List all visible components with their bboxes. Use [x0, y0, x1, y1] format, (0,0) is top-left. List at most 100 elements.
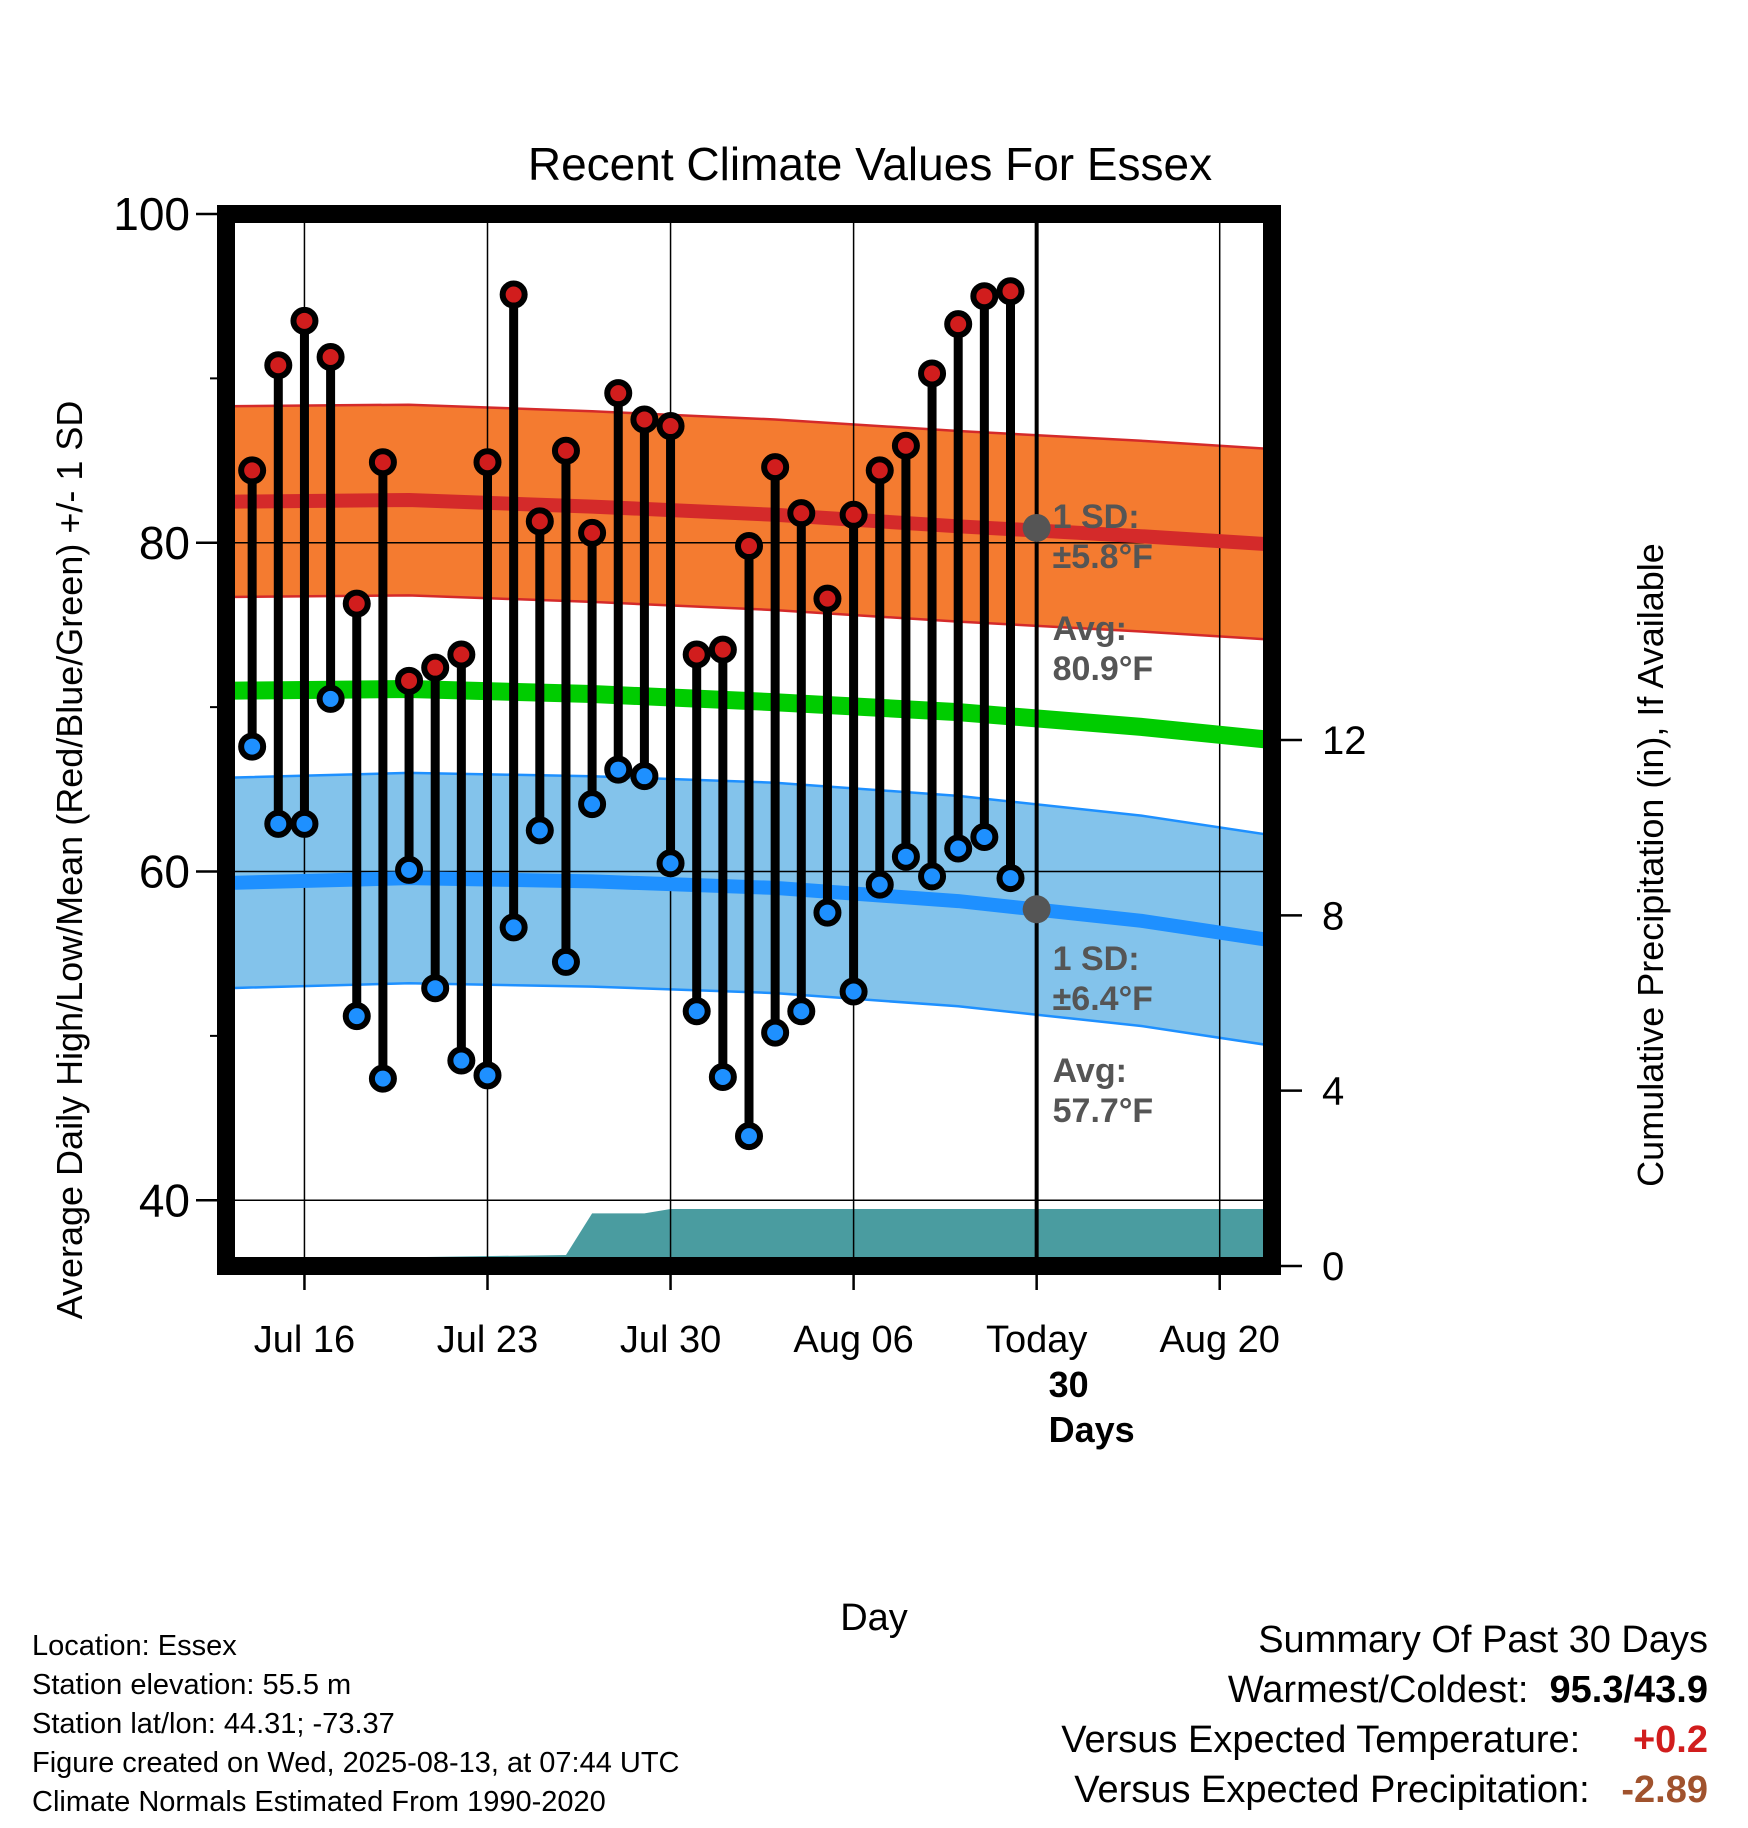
low-point-2025-07-29 — [630, 762, 659, 791]
high-point-2025-08-11 — [970, 282, 999, 311]
x-tick-label-2025-08-20: Aug 20 — [1159, 1319, 1279, 1361]
low-point-2025-07-23 — [473, 1061, 502, 1090]
low-point-2025-08-04 — [787, 997, 816, 1026]
low-point-2025-08-10 — [944, 834, 973, 863]
low-point-2025-07-14 — [238, 732, 267, 761]
x-tick-label-2025-07-23: Jul 23 — [437, 1319, 538, 1361]
high-point-2025-07-26 — [551, 436, 580, 465]
summary-temp: Versus Expected Temperature: +0.2 — [1061, 1715, 1708, 1765]
precip-value: -2.89 — [1621, 1769, 1708, 1811]
low-point-2025-07-26 — [551, 947, 580, 976]
high-sd-value: ±5.8°F — [1053, 538, 1153, 576]
high-point-2025-07-25 — [525, 507, 554, 536]
warm-cold-value: 95.3/43.9 — [1549, 1669, 1708, 1711]
high-point-2025-08-05 — [813, 584, 842, 613]
low-point-2025-07-31 — [682, 997, 711, 1026]
y-tick-label-100: 100 — [113, 188, 190, 240]
high-point-2025-08-02 — [735, 532, 763, 561]
precip-label: Versus Expected Precipitation: — [1074, 1769, 1590, 1811]
low-point-2025-07-17 — [316, 684, 345, 713]
daily-points — [238, 277, 1025, 1151]
high-point-2025-07-23 — [473, 448, 502, 477]
y2-tick-label-12: 12 — [1322, 719, 1367, 763]
low-sd-label: 1 SD: — [1053, 940, 1140, 978]
info-created: Figure created on Wed, 2025-08-13, at 07… — [32, 1747, 680, 1779]
low-point-2025-08-07 — [865, 870, 894, 899]
y-tick-label-60: 60 — [139, 846, 190, 898]
high-point-2025-08-07 — [865, 456, 894, 485]
low-avg-label: Avg: — [1053, 1052, 1127, 1090]
x-tick-label-2025-08-06: Aug 06 — [793, 1319, 913, 1361]
high-avg-value: 80.9°F — [1053, 650, 1154, 688]
low-point-2025-08-03 — [761, 1018, 790, 1047]
warm-cold-label: Warmest/Coldest: — [1227, 1669, 1529, 1711]
y2-axis-label: Cumulative Precipitation (in), If Availa… — [1630, 543, 1671, 1187]
low-point-2025-08-08 — [891, 842, 920, 871]
low-point-2025-07-25 — [525, 816, 554, 845]
low-point-2025-08-01 — [708, 1062, 737, 1091]
low-point-2025-07-19 — [368, 1064, 397, 1093]
low-sd-value: ±6.4°F — [1053, 980, 1153, 1018]
high-point-2025-08-12 — [996, 277, 1025, 306]
info-elevation: Station elevation: 55.5 m — [32, 1669, 352, 1701]
high-point-2025-07-24 — [499, 280, 528, 309]
station-info: Location: Essex Station elevation: 55.5 … — [32, 1627, 680, 1822]
high-point-2025-08-09 — [918, 359, 947, 388]
x-tick-label-2025-07-16: Jul 16 — [254, 1319, 355, 1361]
low-point-2025-08-02 — [735, 1122, 763, 1151]
low-point-2025-07-27 — [578, 790, 607, 819]
low-point-2025-07-18 — [342, 1002, 371, 1031]
low-point-2025-08-11 — [970, 822, 999, 851]
high-point-2025-07-29 — [630, 405, 659, 434]
high-point-2025-07-20 — [395, 666, 424, 695]
temp-label: Versus Expected Temperature: — [1061, 1719, 1581, 1761]
high-sd-band-upper-edge — [225, 403, 1273, 451]
y2-tick-label-8: 8 — [1322, 894, 1344, 938]
temp-value: +0.2 — [1632, 1719, 1708, 1761]
info-latlon: Station lat/lon: 44.31; -73.37 — [32, 1708, 395, 1740]
info-location: Location: Essex — [32, 1630, 237, 1662]
summary-warm-cold: Warmest/Coldest: 95.3/43.9 — [1061, 1665, 1708, 1715]
low-avg-value: 57.7°F — [1053, 1092, 1154, 1130]
summary-title: Summary Of Past 30 Days — [1258, 1619, 1708, 1661]
high-point-2025-08-08 — [891, 431, 920, 460]
high-point-2025-08-06 — [839, 500, 868, 529]
chart-title: Recent Climate Values For Essex — [528, 138, 1212, 190]
high-point-2025-07-16 — [290, 306, 319, 335]
high-point-2025-07-27 — [578, 518, 607, 547]
low-point-2025-08-06 — [839, 977, 868, 1006]
high-avg-label: Avg: — [1053, 610, 1127, 648]
high-point-2025-08-01 — [708, 635, 737, 664]
high-point-2025-07-30 — [656, 412, 685, 441]
period-label-text: Days — [1049, 1409, 1135, 1450]
x-axis-label: Day — [840, 1597, 908, 1639]
today-low-avg-marker — [1022, 895, 1051, 924]
daily-range-stems — [247, 291, 1015, 1137]
high-point-2025-07-15 — [264, 351, 293, 380]
high-sd-label: 1 SD: — [1053, 498, 1140, 536]
low-point-2025-07-30 — [656, 849, 685, 878]
high-point-2025-07-18 — [342, 589, 371, 618]
high-point-2025-08-10 — [944, 310, 973, 339]
y-axis-label: Average Daily High/Low/Mean (Red/Blue/Gr… — [49, 401, 90, 1320]
summary-panel: Summary Of Past 30 Days Warmest/Coldest:… — [1061, 1615, 1708, 1815]
low-point-2025-07-28 — [604, 755, 633, 784]
low-point-2025-07-21 — [421, 974, 450, 1003]
low-point-2025-07-20 — [395, 855, 424, 884]
low-point-2025-07-16 — [290, 809, 319, 838]
high-point-2025-08-03 — [761, 453, 790, 482]
x-tick-label-2025-07-30: Jul 30 — [620, 1319, 721, 1361]
summary-precip: Versus Expected Precipitation: -2.89 — [1061, 1765, 1708, 1815]
high-point-2025-07-14 — [238, 456, 267, 485]
y2-tick-label-4: 4 — [1322, 1070, 1344, 1114]
high-point-2025-07-19 — [368, 448, 397, 477]
x-tick-label-2025-08-13: Today — [986, 1319, 1087, 1361]
axis-labels: 40 60 80 100 0 4 8 12 Jul 16 Jul 23 Jul 30 Aug 06 To… — [113, 188, 1366, 1361]
y-tick-label-80: 80 — [139, 517, 190, 569]
low-point-2025-08-09 — [918, 862, 947, 891]
high-point-2025-08-04 — [787, 499, 816, 528]
today-high-avg-marker — [1022, 513, 1051, 542]
high-point-2025-07-17 — [316, 343, 345, 372]
high-point-2025-07-22 — [447, 640, 476, 669]
